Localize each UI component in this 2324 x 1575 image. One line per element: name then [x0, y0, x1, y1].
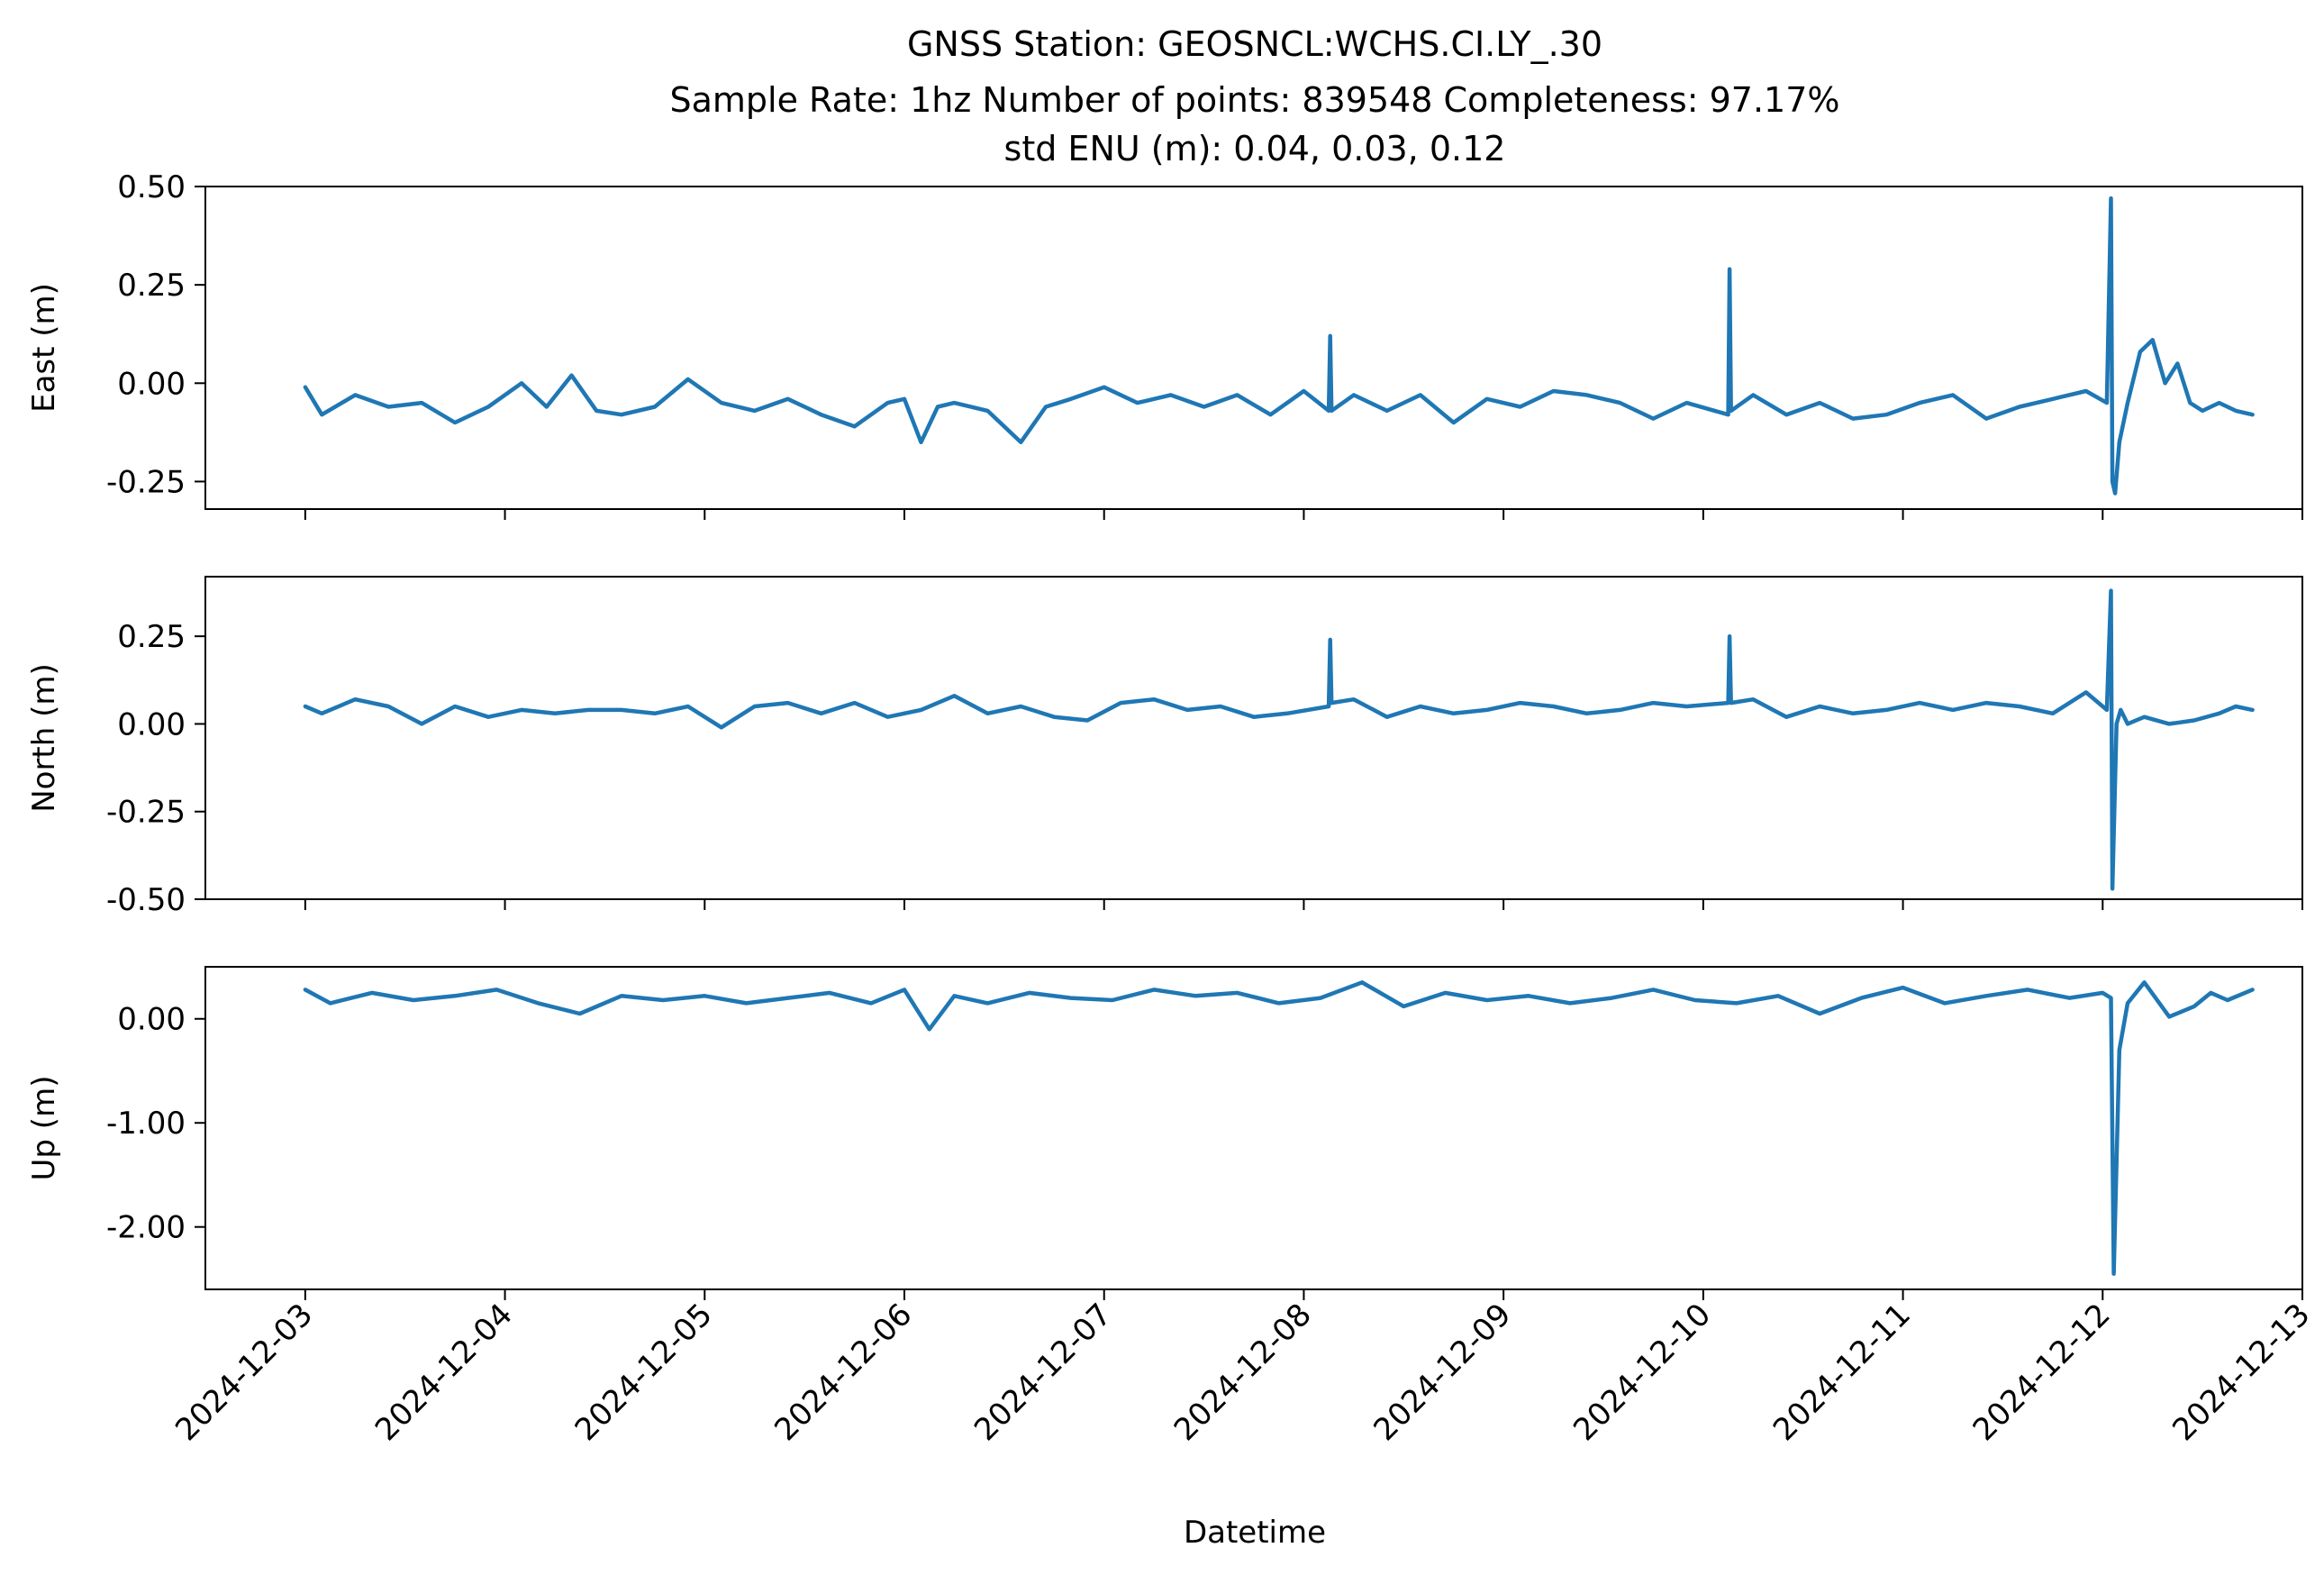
x-tick-label: 2024-12-08: [1167, 1297, 1319, 1448]
x-tick-label: 2024-12-05: [568, 1297, 720, 1448]
panel-1: 0.50 0.25 0.00 -0.25 East (m): [26, 169, 2303, 520]
y-axis-label: East (m): [26, 283, 62, 413]
y-tick-label: -1.00: [106, 1106, 186, 1142]
series-line-panel-3: [303, 980, 2255, 1276]
y-tick-label: 0.25: [117, 268, 186, 304]
y-tick-label: -0.25: [106, 795, 186, 831]
x-tick-label: 2024-12-06: [767, 1297, 919, 1448]
panel-3: 0.00 -1.00 -2.00 Up (m): [26, 966, 2303, 1300]
plot-frame-panel-3: [204, 966, 2303, 1290]
y-tick-label: 0.00: [117, 1002, 186, 1038]
plot-frame-panel-1: [204, 186, 2303, 510]
y-tick-label: 0.25: [117, 619, 186, 655]
y-tick-label: 0.00: [117, 366, 186, 402]
x-tick-label: 2024-12-04: [368, 1297, 520, 1448]
y-tick-label: -2.00: [106, 1210, 186, 1246]
y-tick-label: 0.50: [117, 169, 186, 205]
y-tick-label: -0.50: [106, 882, 186, 918]
x-tick-label: 2024-12-12: [1966, 1297, 2118, 1448]
series-line-panel-2: [303, 588, 2255, 891]
x-tick-label: 2024-12-10: [1566, 1297, 1718, 1448]
panels-group: 0.50 0.25 0.00 -0.25 East (m) 0.25 0.00 -0.25 -0…: [26, 169, 2317, 1448]
y-axis-label: Up (m): [26, 1076, 62, 1181]
x-tick-label: 2024-12-07: [967, 1297, 1119, 1448]
x-tick-label: 2024-12-09: [1367, 1297, 1519, 1448]
x-tick-label: 2024-12-03: [168, 1297, 320, 1448]
series-line-panel-1: [303, 196, 2255, 496]
x-tick-label: 2024-12-11: [1766, 1297, 1918, 1448]
y-tick-label: -0.25: [106, 464, 186, 500]
panel-2: 0.25 0.00 -0.25 -0.50 North (m): [26, 576, 2303, 918]
x-tick-label: 2024-12-13: [2165, 1297, 2317, 1448]
y-tick-label: 0.00: [117, 706, 186, 742]
chart-std-line: std ENU (m): 0.04, 0.03, 0.12: [1004, 129, 1506, 168]
y-axis-label: North (m): [26, 663, 62, 813]
x-axis-label: Datetime: [1184, 1515, 1326, 1551]
chart-subtitle: Sample Rate: 1hz Number of points: 83954…: [670, 80, 1840, 120]
chart-title: GNSS Station: GEOSNCL:WCHS.CI.LY_.30: [907, 24, 1602, 64]
plot-frame-panel-2: [204, 576, 2303, 900]
